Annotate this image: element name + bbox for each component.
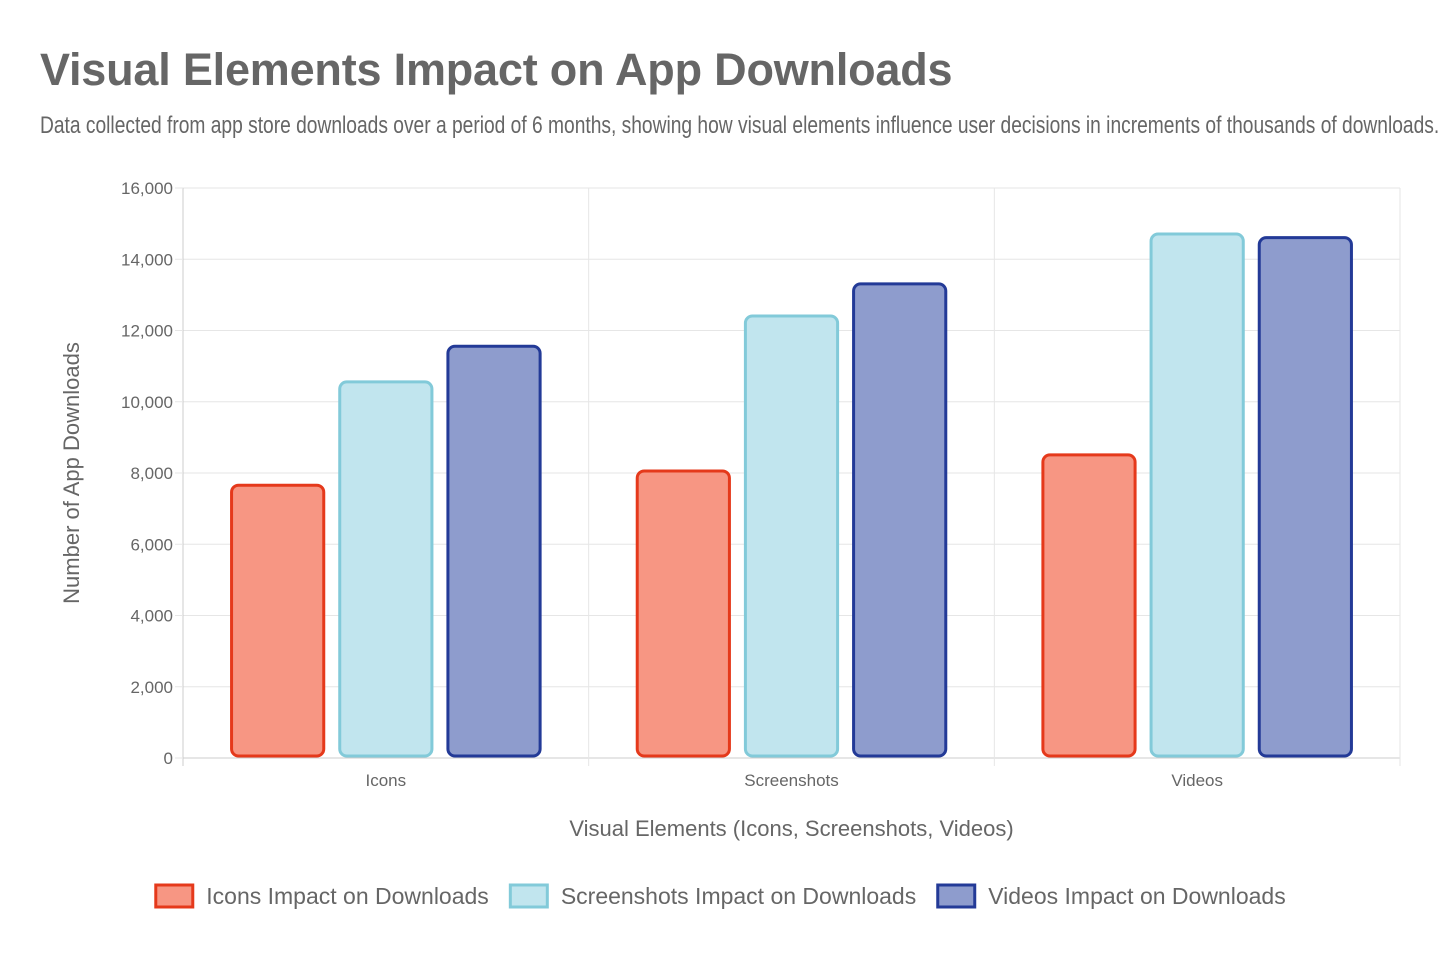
legend: Icons Impact on Downloads Screenshots Imp… <box>154 883 1286 909</box>
bar-videos-2 <box>1149 232 1245 758</box>
chart-subtitle: Data collected from app store downloads … <box>40 112 1440 139</box>
bar-screenshots-1 <box>635 469 731 758</box>
x-tick-label-screenshots: Screenshots <box>744 771 839 790</box>
y-axis-title: Number of App Downloads <box>59 342 84 604</box>
y-tick-label: 16,000 <box>121 179 173 198</box>
axes: 0 2,000 4,000 6,000 8,000 10,000 12,000 14,000 1… <box>59 179 1223 841</box>
bar-icons-3 <box>446 344 542 758</box>
bar-icons-1 <box>230 483 326 758</box>
bar-screenshots-3 <box>852 282 948 758</box>
y-tick-label: 2,000 <box>130 678 173 697</box>
chart-title: Visual Elements Impact on App Downloads <box>40 44 953 95</box>
y-tick-label: 6,000 <box>130 535 173 554</box>
x-tick-label-videos: Videos <box>1171 771 1223 790</box>
bar-screenshots-2 <box>743 314 840 758</box>
x-axis-title: Visual Elements (Icons, Screenshots, Vid… <box>569 816 1013 841</box>
legend-swatch-2 <box>508 883 549 909</box>
bar-icons-2 <box>338 380 434 758</box>
y-tick-label: 14,000 <box>121 250 173 269</box>
y-tick-label: 0 <box>164 749 173 768</box>
bars <box>230 232 1353 758</box>
y-tick-label: 12,000 <box>121 322 173 341</box>
legend-swatch-1 <box>154 883 195 909</box>
legend-swatch-3 <box>936 883 977 909</box>
legend-label-2: Screenshots Impact on Downloads <box>561 883 916 909</box>
bar-videos-3 <box>1257 236 1353 758</box>
y-tick-label: 10,000 <box>121 393 173 412</box>
x-tick-label-icons: Icons <box>366 771 407 790</box>
bar-videos-1 <box>1041 453 1137 758</box>
y-tick-label: 8,000 <box>130 464 173 483</box>
legend-label-3: Videos Impact on Downloads <box>988 883 1285 909</box>
legend-label-1: Icons Impact on Downloads <box>206 883 489 909</box>
y-tick-label: 4,000 <box>130 607 173 626</box>
